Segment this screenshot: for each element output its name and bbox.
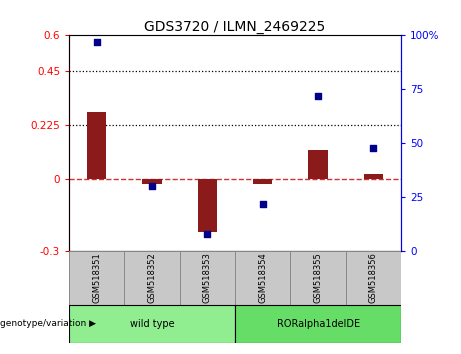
Point (204, 231, 211, 236)
Text: GSM518355: GSM518355 (313, 252, 323, 303)
Title: GDS3720 / ILMN_2469225: GDS3720 / ILMN_2469225 (144, 21, 326, 34)
Text: wild type: wild type (130, 319, 174, 329)
Text: genotype/variation ▶: genotype/variation ▶ (0, 319, 96, 329)
FancyBboxPatch shape (346, 251, 401, 304)
Point (370, 145, 377, 150)
Bar (308, 150, 328, 179)
Bar (253, 179, 272, 184)
Text: GSM518352: GSM518352 (148, 252, 157, 303)
FancyBboxPatch shape (180, 251, 235, 304)
Text: GSM518354: GSM518354 (258, 252, 267, 303)
Point (93, 39, 100, 45)
FancyBboxPatch shape (124, 251, 180, 304)
Point (259, 201, 266, 206)
Bar (198, 179, 217, 232)
Text: GSM518351: GSM518351 (92, 252, 101, 303)
FancyBboxPatch shape (69, 304, 235, 343)
Text: GSM518356: GSM518356 (369, 252, 378, 303)
Point (148, 183, 156, 189)
Bar (142, 179, 162, 184)
FancyBboxPatch shape (69, 251, 124, 304)
FancyBboxPatch shape (290, 251, 346, 304)
Text: GSM518353: GSM518353 (203, 252, 212, 303)
Bar (364, 174, 383, 179)
Text: RORalpha1delDE: RORalpha1delDE (277, 319, 360, 329)
FancyBboxPatch shape (235, 251, 290, 304)
Bar (87, 112, 106, 179)
FancyBboxPatch shape (235, 304, 401, 343)
Point (314, 93, 322, 99)
